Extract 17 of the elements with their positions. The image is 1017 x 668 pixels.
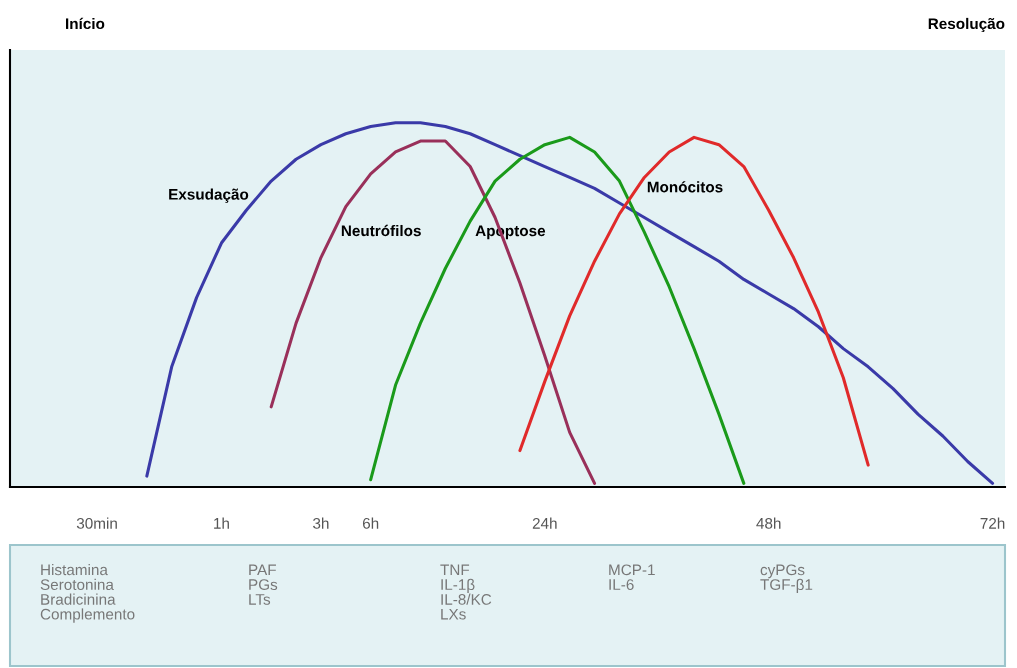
series-label: Neutrófilos (341, 224, 421, 237)
series-label: Monócitos (647, 181, 723, 193)
x-tick-label: 1h (214, 517, 229, 529)
text: Início (66, 17, 105, 30)
series-label: Exsudação (169, 188, 249, 203)
text: cyPGs TGF-β1 (760, 564, 813, 594)
text: TNF IL-1β IL-8/KC LXs (440, 564, 492, 620)
text: PAF PGs LTs (249, 564, 278, 605)
text: Resolução (928, 17, 1005, 33)
text: Histamina Serotonina Bradicinina Complemento (40, 564, 135, 623)
x-tick-label: 6h (362, 517, 379, 529)
x-tick-label: 3h (313, 517, 329, 529)
x-tick-label: 24h (532, 517, 557, 529)
x-tick-label: 48h (756, 517, 781, 529)
text: MCP-1 IL-6 (609, 564, 655, 591)
x-tick-label: 30min (76, 517, 117, 529)
x-tick-label: 72h (980, 517, 1005, 529)
